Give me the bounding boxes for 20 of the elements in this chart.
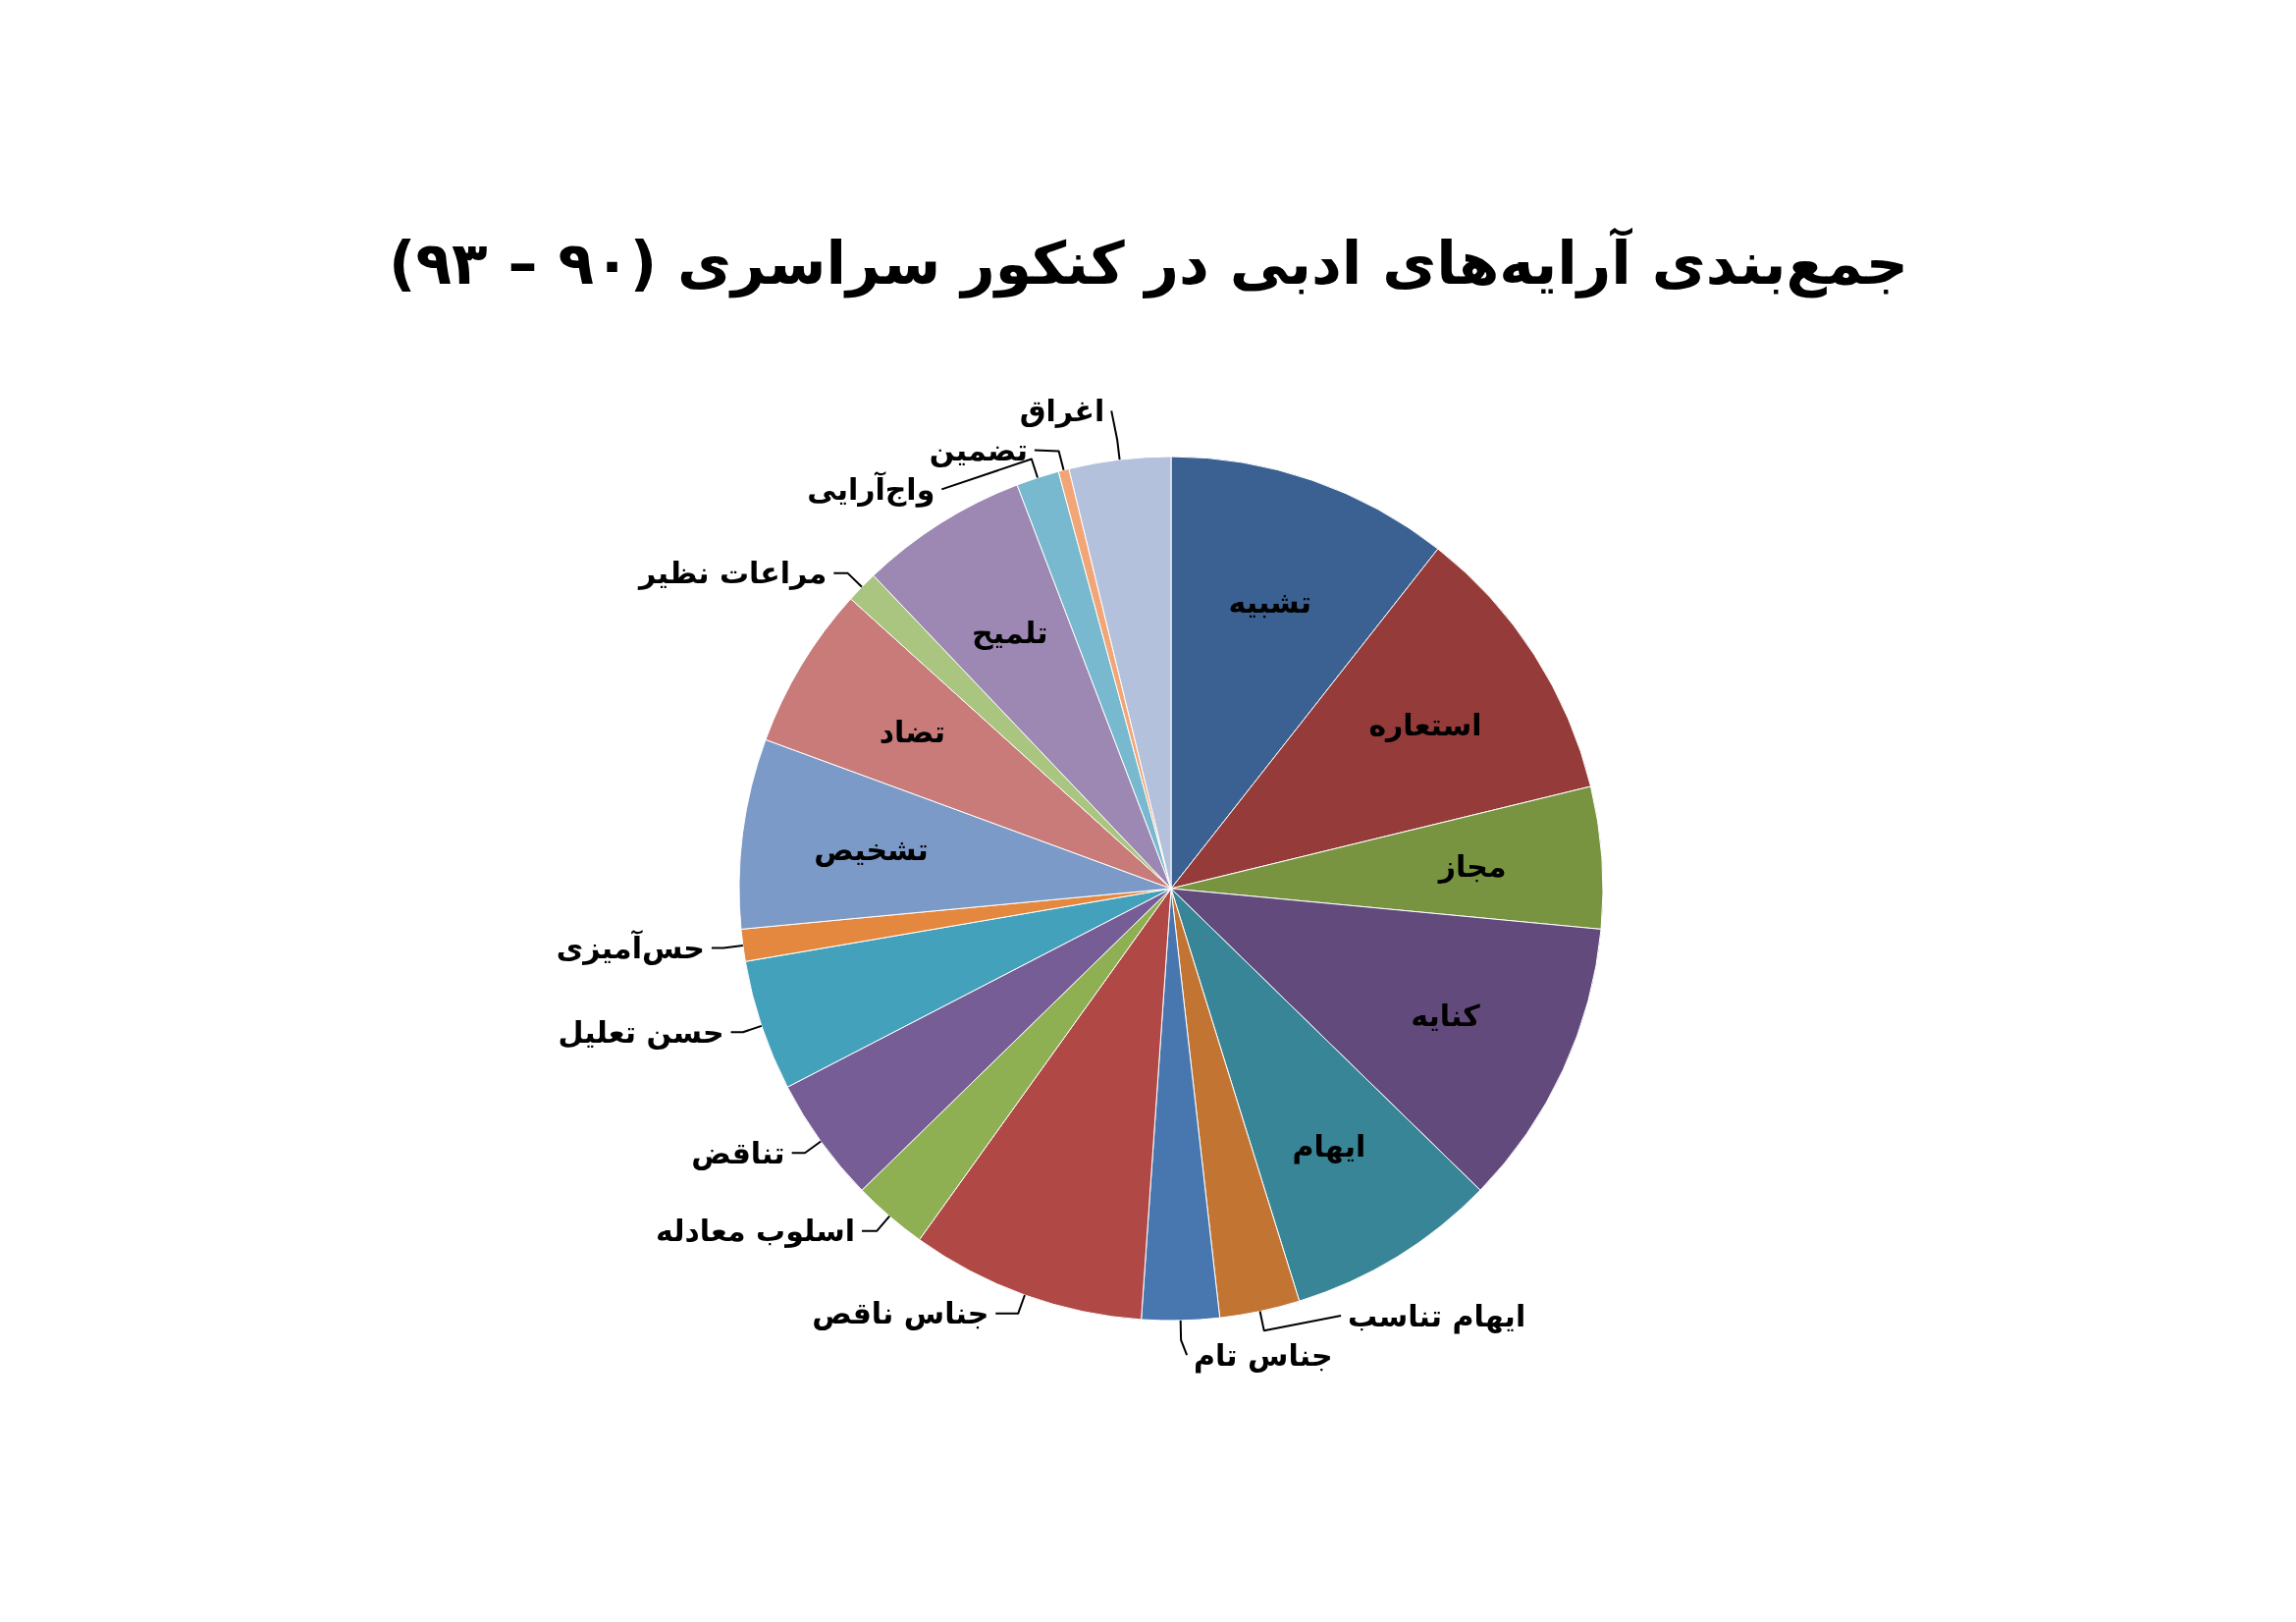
slice-label: جناس ناقص [812, 1296, 989, 1331]
slice-label: حسن تعلیل [558, 1014, 724, 1050]
slice-label: استعاره [1368, 707, 1482, 742]
slice-label: مراعات نظیر [637, 556, 828, 591]
slice-label: جناس تام [1194, 1337, 1333, 1374]
slice-label: تلمیح [972, 615, 1048, 650]
slice-label: اغراق [1019, 393, 1105, 428]
slice-label: اسلوب معادله [655, 1214, 856, 1249]
slice-label: تشخیص [814, 832, 929, 867]
slice-label: ایهام تناسب [1348, 1298, 1526, 1334]
chart-title: جمع‌بندی آرایه‌های ادبی در کنکور سراسری (۹۰ – ۹۳) [389, 227, 1908, 298]
slice-label: تضاد [879, 715, 946, 750]
slice-label: تشبیه [1228, 585, 1311, 621]
slice-label: حس‌آمیزی [556, 930, 705, 966]
slice-label: واج‌آرایی [807, 470, 935, 508]
slice-label: تضمین [929, 432, 1028, 467]
slice-label: ایهام [1292, 1129, 1366, 1165]
slice-label: کنایه [1411, 998, 1481, 1033]
slice-label: مجاز [1436, 849, 1507, 885]
slice-label: تناقض [691, 1135, 785, 1170]
